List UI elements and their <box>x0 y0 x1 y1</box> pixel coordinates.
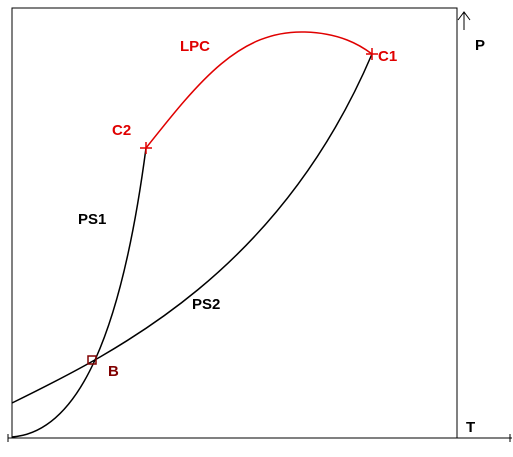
c2-label: C2 <box>112 122 131 139</box>
t-label: T <box>466 419 475 436</box>
c1-marker <box>366 48 378 60</box>
lpc-label: LPC <box>180 38 210 55</box>
b-marker <box>87 355 97 365</box>
ps1-label: PS1 <box>78 211 106 228</box>
lpc-curve <box>145 31 373 149</box>
b-label: B <box>108 363 119 380</box>
p-label: P <box>475 37 485 54</box>
c1-label: C1 <box>378 48 397 65</box>
p-axis-arrow <box>457 11 471 30</box>
ps2-curve <box>11 53 373 404</box>
ps2-label: PS2 <box>192 296 220 313</box>
c2-marker <box>140 142 152 154</box>
